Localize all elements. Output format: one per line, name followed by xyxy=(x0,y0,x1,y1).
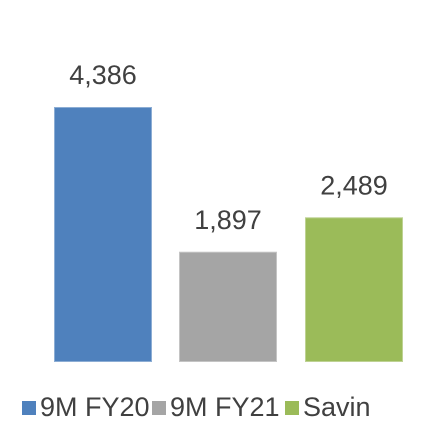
value-label: 4,386 xyxy=(69,60,137,90)
legend-label: Savin xyxy=(303,392,371,422)
value-label: 2,489 xyxy=(320,170,388,200)
legend-label: 9M FY21 xyxy=(170,392,280,422)
bar xyxy=(178,250,278,363)
legend-swatch xyxy=(285,401,299,415)
legend-swatch xyxy=(152,401,166,415)
value-label: 1,897 xyxy=(194,205,262,235)
bar xyxy=(304,216,404,363)
legend-label: 9M FY20 xyxy=(40,392,150,422)
bar xyxy=(53,106,153,363)
legend-swatch xyxy=(22,401,36,415)
